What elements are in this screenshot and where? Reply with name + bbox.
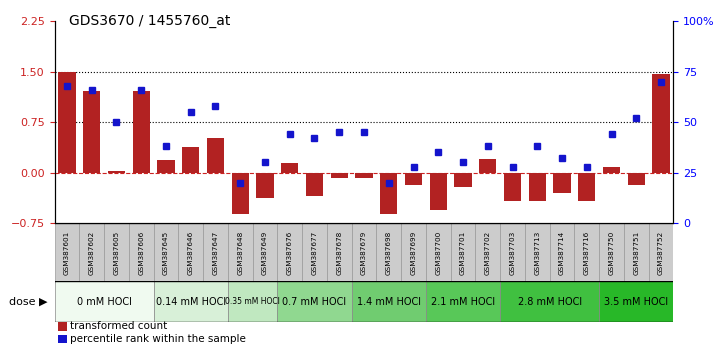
Bar bbox=[553, 173, 571, 193]
Text: GSM387716: GSM387716 bbox=[584, 231, 590, 275]
Text: 2.1 mM HOCl: 2.1 mM HOCl bbox=[431, 297, 495, 307]
Bar bbox=[426, 281, 500, 322]
Bar bbox=[628, 173, 645, 185]
Bar bbox=[277, 281, 352, 322]
Bar bbox=[454, 173, 472, 187]
Bar bbox=[405, 173, 422, 185]
Bar bbox=[529, 173, 546, 201]
Bar bbox=[479, 159, 496, 173]
Text: GSM387751: GSM387751 bbox=[633, 231, 639, 275]
Text: GSM387648: GSM387648 bbox=[237, 231, 243, 275]
Text: GSM387645: GSM387645 bbox=[163, 231, 169, 275]
Bar bbox=[430, 173, 447, 210]
Bar bbox=[104, 223, 129, 283]
Bar bbox=[281, 163, 298, 173]
Text: 0.35 mM HOCl: 0.35 mM HOCl bbox=[225, 297, 280, 306]
Text: 1.4 mM HOCl: 1.4 mM HOCl bbox=[357, 297, 421, 307]
Text: GSM387714: GSM387714 bbox=[559, 231, 565, 275]
Bar bbox=[55, 223, 79, 283]
Bar bbox=[550, 223, 574, 283]
Bar bbox=[380, 173, 397, 214]
Text: GSM387677: GSM387677 bbox=[312, 231, 317, 275]
Bar bbox=[178, 223, 203, 283]
Bar bbox=[500, 223, 525, 283]
Bar bbox=[154, 223, 178, 283]
Bar bbox=[327, 223, 352, 283]
Text: percentile rank within the sample: percentile rank within the sample bbox=[70, 334, 246, 344]
Bar bbox=[58, 72, 76, 173]
Bar bbox=[451, 223, 475, 283]
Bar bbox=[578, 173, 596, 201]
Bar bbox=[352, 281, 426, 322]
Bar bbox=[331, 173, 348, 178]
Bar bbox=[376, 223, 401, 283]
Text: 2.8 mM HOCl: 2.8 mM HOCl bbox=[518, 297, 582, 307]
Bar bbox=[157, 160, 175, 173]
Text: 0.7 mM HOCl: 0.7 mM HOCl bbox=[282, 297, 347, 307]
Bar bbox=[232, 173, 249, 214]
Bar bbox=[599, 223, 624, 283]
Text: GSM387702: GSM387702 bbox=[485, 231, 491, 275]
Bar bbox=[649, 223, 673, 283]
Bar bbox=[652, 74, 670, 173]
Bar bbox=[504, 173, 521, 201]
Text: 0.14 mM HOCl: 0.14 mM HOCl bbox=[156, 297, 226, 307]
Bar bbox=[426, 223, 451, 283]
Text: GSM387699: GSM387699 bbox=[411, 231, 416, 275]
Text: GSM387679: GSM387679 bbox=[361, 231, 367, 275]
Text: GSM387676: GSM387676 bbox=[287, 231, 293, 275]
Text: GSM387703: GSM387703 bbox=[510, 231, 515, 275]
Text: GSM387752: GSM387752 bbox=[658, 231, 664, 275]
Bar bbox=[228, 281, 277, 322]
Text: GSM387646: GSM387646 bbox=[188, 231, 194, 275]
Text: GDS3670 / 1455760_at: GDS3670 / 1455760_at bbox=[69, 14, 231, 28]
Text: GSM387605: GSM387605 bbox=[114, 231, 119, 275]
Text: 0 mM HOCl: 0 mM HOCl bbox=[76, 297, 132, 307]
Bar bbox=[129, 223, 154, 283]
Bar bbox=[352, 223, 376, 283]
Text: GSM387602: GSM387602 bbox=[89, 231, 95, 275]
Bar bbox=[624, 223, 649, 283]
Bar bbox=[277, 223, 302, 283]
Bar bbox=[132, 91, 150, 173]
Bar bbox=[182, 147, 199, 173]
Bar bbox=[108, 171, 125, 173]
Bar bbox=[599, 281, 673, 322]
Text: GSM387713: GSM387713 bbox=[534, 231, 540, 275]
Text: GSM387601: GSM387601 bbox=[64, 231, 70, 275]
Text: GSM387700: GSM387700 bbox=[435, 231, 441, 275]
Text: GSM387649: GSM387649 bbox=[262, 231, 268, 275]
Bar bbox=[83, 91, 100, 173]
Bar bbox=[228, 223, 253, 283]
Text: GSM387647: GSM387647 bbox=[213, 231, 218, 275]
Bar bbox=[79, 223, 104, 283]
Text: GSM387701: GSM387701 bbox=[460, 231, 466, 275]
Text: dose ▶: dose ▶ bbox=[9, 297, 47, 307]
Bar bbox=[574, 223, 599, 283]
Bar bbox=[55, 281, 154, 322]
Bar bbox=[525, 223, 550, 283]
Bar bbox=[603, 167, 620, 173]
Bar bbox=[207, 138, 224, 173]
Bar bbox=[401, 223, 426, 283]
Text: transformed count: transformed count bbox=[70, 321, 167, 331]
Bar bbox=[475, 223, 500, 283]
Bar bbox=[253, 223, 277, 283]
Bar bbox=[256, 173, 274, 198]
Bar bbox=[306, 173, 323, 196]
Text: GSM387606: GSM387606 bbox=[138, 231, 144, 275]
Bar bbox=[500, 281, 599, 322]
Bar bbox=[203, 223, 228, 283]
Text: GSM387678: GSM387678 bbox=[336, 231, 342, 275]
Text: GSM387750: GSM387750 bbox=[609, 231, 614, 275]
Text: GSM387698: GSM387698 bbox=[386, 231, 392, 275]
Text: 3.5 mM HOCl: 3.5 mM HOCl bbox=[604, 297, 668, 307]
Bar bbox=[355, 173, 373, 178]
Bar bbox=[154, 281, 228, 322]
Bar bbox=[302, 223, 327, 283]
